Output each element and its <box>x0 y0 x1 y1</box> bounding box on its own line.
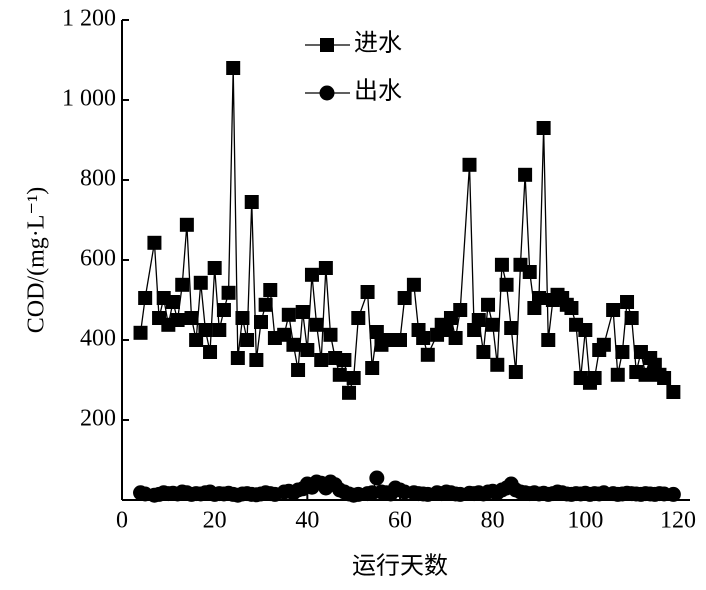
marker <box>476 345 491 359</box>
marker <box>184 311 199 325</box>
legend-marker <box>320 38 334 52</box>
marker <box>448 331 463 345</box>
marker <box>666 385 681 399</box>
marker <box>624 311 639 325</box>
marker <box>235 311 250 325</box>
marker <box>499 277 514 292</box>
marker <box>346 371 361 385</box>
marker <box>147 235 162 250</box>
marker <box>332 367 347 382</box>
marker <box>309 317 324 332</box>
marker <box>258 297 273 312</box>
marker <box>198 323 213 337</box>
marker <box>291 363 306 377</box>
legend-label: 出水 <box>354 78 402 105</box>
marker <box>587 371 602 385</box>
marker <box>615 345 630 359</box>
legend-label: 进水 <box>354 30 402 57</box>
marker <box>518 167 533 182</box>
marker <box>397 291 412 305</box>
marker <box>254 315 268 329</box>
marker <box>203 345 218 359</box>
y-tick-label: 800 <box>80 166 116 192</box>
marker <box>393 333 407 347</box>
marker <box>665 486 681 502</box>
marker <box>323 327 338 342</box>
marker <box>536 121 551 135</box>
marker <box>230 351 245 365</box>
marker <box>337 353 352 367</box>
marker <box>453 303 468 317</box>
y-axis-label: COD/(mg·L⁻¹) <box>24 187 50 334</box>
marker <box>485 317 500 332</box>
marker <box>170 313 185 327</box>
marker <box>578 323 593 337</box>
x-tick-label: 20 <box>203 508 227 534</box>
marker <box>318 261 333 275</box>
marker <box>360 285 375 299</box>
marker <box>657 371 672 385</box>
marker <box>342 385 357 400</box>
marker <box>494 257 509 272</box>
marker <box>216 303 231 317</box>
marker <box>193 275 208 290</box>
marker <box>610 367 625 382</box>
marker <box>420 347 435 362</box>
marker <box>263 283 278 297</box>
marker <box>365 361 380 375</box>
marker <box>244 195 259 209</box>
marker <box>504 321 519 335</box>
y-tick-label: 1 200 <box>62 6 116 32</box>
marker <box>314 353 329 367</box>
marker <box>406 277 421 292</box>
marker <box>281 307 296 322</box>
marker <box>508 365 523 379</box>
x-tick-label: 120 <box>660 508 696 534</box>
marker <box>179 217 194 232</box>
x-tick-label: 0 <box>116 508 128 534</box>
marker <box>226 61 241 75</box>
marker <box>351 311 366 325</box>
marker <box>295 305 310 319</box>
marker <box>462 157 477 172</box>
marker <box>240 333 255 347</box>
marker <box>416 331 431 345</box>
y-tick-label: 400 <box>80 326 116 352</box>
y-tick-label: 600 <box>80 246 116 272</box>
marker <box>175 277 190 292</box>
x-tick-label: 100 <box>567 508 603 534</box>
y-tick-label: 200 <box>80 406 116 432</box>
marker <box>212 323 227 337</box>
marker <box>165 295 180 309</box>
marker <box>596 337 611 352</box>
marker <box>286 337 301 352</box>
marker <box>471 313 486 327</box>
x-tick-label: 40 <box>295 508 319 534</box>
marker <box>207 261 222 275</box>
marker <box>300 343 315 357</box>
x-axis-label: 运行天数 <box>352 553 448 580</box>
marker <box>541 333 556 347</box>
marker <box>522 265 537 279</box>
legend-marker <box>319 85 335 101</box>
marker <box>481 297 496 312</box>
marker <box>532 291 546 305</box>
marker <box>606 303 621 317</box>
marker <box>490 357 505 372</box>
x-tick-label: 80 <box>481 508 505 534</box>
y-tick-label: 1 000 <box>62 86 116 112</box>
marker <box>249 353 264 367</box>
marker <box>304 267 319 282</box>
marker <box>221 285 236 300</box>
marker <box>564 301 579 315</box>
x-tick-label: 60 <box>388 508 412 534</box>
marker <box>133 325 148 340</box>
marker <box>138 291 153 305</box>
marker <box>620 295 635 309</box>
marker <box>369 470 385 486</box>
